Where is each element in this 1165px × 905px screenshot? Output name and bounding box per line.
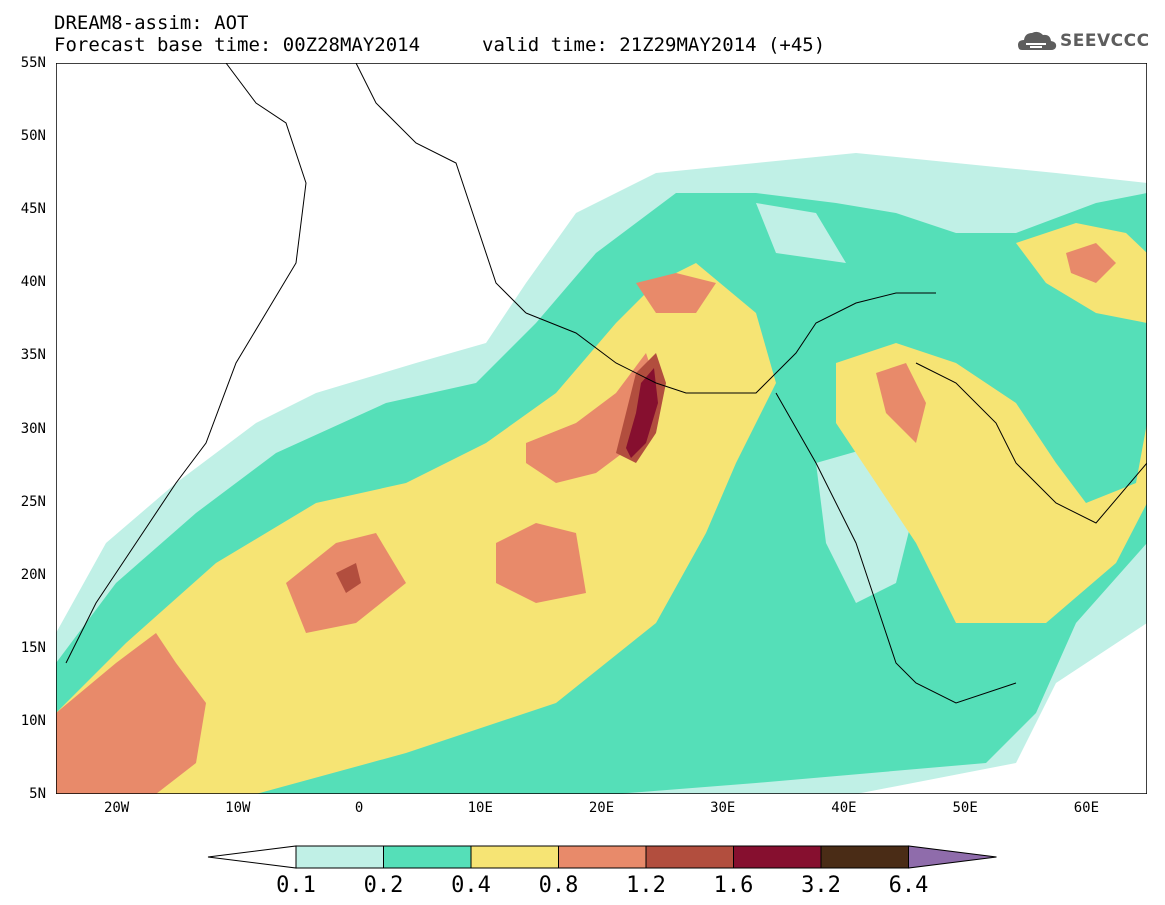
colorbar-level-label: 1.6 <box>714 873 754 898</box>
colorbar-segment <box>383 845 472 869</box>
colorbar-segment <box>733 845 822 869</box>
lat-tick-label: 40N <box>20 274 46 291</box>
colorbar-level-label: 0.1 <box>276 873 316 898</box>
lon-tick-label: 0 <box>354 800 364 816</box>
forecast-base-time: Forecast base time: 00Z28MAY2014 <box>54 34 421 56</box>
colorbar-segment <box>558 845 647 869</box>
lat-tick-label: 10N <box>20 712 46 729</box>
aot-map <box>56 63 1147 794</box>
lon-tick-label: 50E <box>952 800 978 816</box>
lon-tick-label: 10W <box>225 800 251 816</box>
lat-tick-label: 50N <box>20 128 46 145</box>
lat-tick-label: 55N <box>20 55 46 71</box>
colorbar-upper-triangle <box>908 845 997 869</box>
lon-tick-label: 30E <box>710 800 736 816</box>
lat-tick-label: 20N <box>20 566 46 583</box>
colorbar-segment <box>645 845 734 869</box>
lon-tick-label: 40E <box>831 800 857 816</box>
colorbar-level-label: 0.4 <box>451 873 491 898</box>
colorbar-lower-triangle <box>207 845 297 869</box>
colorbar-segment <box>295 845 384 869</box>
lon-tick-label: 60E <box>1073 800 1100 816</box>
lat-tick-label: 35N <box>20 347 46 364</box>
coastlines <box>65 63 1147 704</box>
colorbar-level-label: 6.4 <box>889 873 929 898</box>
colorbar-level-label: 1.2 <box>626 873 666 898</box>
cloud-logo-icon <box>1018 31 1057 50</box>
lon-tick-label: 20W <box>103 800 130 816</box>
valid-time: valid time: 21Z29MAY2014 (+45) <box>482 34 826 56</box>
lat-tick-label: 5N <box>29 786 46 802</box>
colorbar-level-label: 0.8 <box>539 873 579 898</box>
lat-tick-label: 25N <box>20 493 46 510</box>
colorbar: 0.1 0.2 0.4 0.8 1.2 1.6 3.2 6.4 <box>207 845 997 898</box>
lat-tick-label: 45N <box>20 201 46 218</box>
colorbar-level-label: 3.2 <box>801 873 841 898</box>
colorbar-level-label: 0.2 <box>364 873 404 898</box>
aot-field <box>56 153 1147 794</box>
lon-tick-label: 20E <box>588 800 615 816</box>
lon-tick-label: 10E <box>467 800 493 816</box>
colorbar-segment <box>470 845 559 869</box>
logo-text: SEEVCCC <box>1060 31 1150 51</box>
lat-tick-label: 30N <box>20 420 46 437</box>
colorbar-segment <box>820 845 909 869</box>
lat-tick-label: 15N <box>20 639 46 656</box>
chart-title: DREAM8-assim: AOT <box>54 12 249 34</box>
